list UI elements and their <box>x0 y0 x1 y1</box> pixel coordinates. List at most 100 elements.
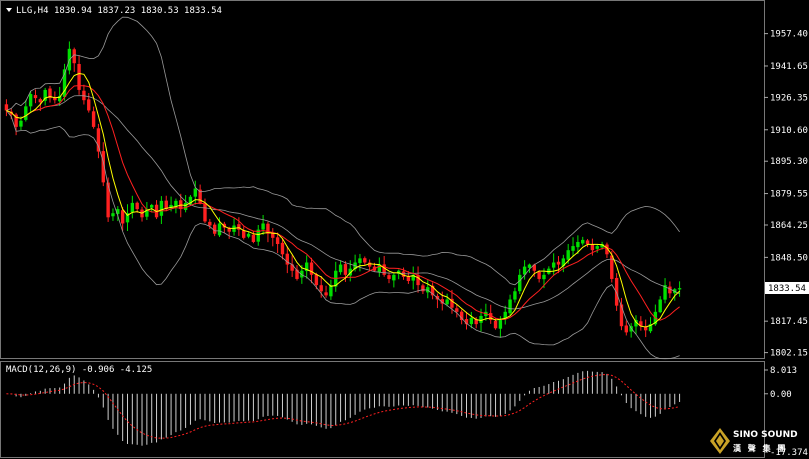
candle-body <box>217 223 222 236</box>
candle-body <box>19 120 23 127</box>
candle-body <box>271 233 275 238</box>
price-axis-label: 1817.45 <box>770 317 808 327</box>
candle-body <box>183 202 188 210</box>
macd-plot[interactable] <box>6 370 681 446</box>
candle-body <box>614 277 619 306</box>
candle-body <box>33 95 38 99</box>
macd-header: MACD(12,26,9) -0.906 -4.125 <box>6 365 152 375</box>
candle-body <box>508 299 512 314</box>
candle-body <box>208 221 212 226</box>
candle-body <box>227 227 231 232</box>
price-axis: 1957.40 1941.65 1926.35 1910.60 1895.30 1879.… <box>764 30 808 359</box>
price-panel-border <box>0 0 765 359</box>
candle-body <box>537 271 541 279</box>
candle-body <box>401 271 406 277</box>
candle-body <box>677 288 682 290</box>
candle-body <box>125 213 130 223</box>
candle-body <box>527 264 532 268</box>
candle-body <box>159 200 164 216</box>
candle-body <box>120 210 125 224</box>
candle-body <box>585 240 590 245</box>
candle-body <box>595 246 599 249</box>
price-axis-label: 1848.50 <box>770 253 808 263</box>
candle-body <box>48 88 52 99</box>
slow-moving-average <box>6 85 680 321</box>
candle-body <box>542 274 546 280</box>
candle-body <box>532 264 536 271</box>
candle-body <box>91 111 96 127</box>
price-axis-label: 1910.60 <box>770 126 808 136</box>
candle-body <box>251 234 256 242</box>
candle-body <box>566 250 570 260</box>
candle-body <box>275 237 280 245</box>
last-price-tag: 1833.54 <box>768 284 806 294</box>
candle-body <box>261 223 265 230</box>
candle-body <box>62 69 67 97</box>
candle-body <box>406 276 411 282</box>
candle-body <box>367 262 372 267</box>
candle-body <box>416 275 420 286</box>
candle-body <box>164 200 168 210</box>
candle-body <box>304 262 309 272</box>
candle-body <box>290 264 294 271</box>
candle-body <box>411 274 415 281</box>
candle-body <box>489 313 493 321</box>
candle-body <box>455 308 459 312</box>
candle-body <box>246 233 251 237</box>
candle-body <box>513 291 517 300</box>
chart-menu-triangle-icon[interactable] <box>6 8 12 12</box>
candle-body <box>648 324 653 332</box>
candle-body <box>518 274 522 292</box>
candle-body <box>493 320 498 329</box>
candle-body <box>106 182 110 218</box>
brand-subtitle: 漢 聲 集 團 <box>733 443 787 453</box>
candle-body <box>663 285 667 300</box>
bollinger-upper-band <box>6 16 680 286</box>
bollinger-lower-band <box>6 110 680 360</box>
candle-body <box>571 246 575 251</box>
candle-body <box>14 114 18 127</box>
candle-body <box>556 261 561 265</box>
candle-body <box>459 311 464 321</box>
candle-body <box>479 315 483 323</box>
candle-body <box>387 275 391 279</box>
macd-signal-line <box>6 373 680 439</box>
macd-axis: 8.013 0.00 -17.374 <box>764 366 808 458</box>
candle-body <box>450 298 454 308</box>
candle-body <box>445 299 449 305</box>
candle-body <box>338 264 343 273</box>
candle-body <box>392 274 396 281</box>
candle-body <box>624 325 629 333</box>
candle-body <box>193 188 197 197</box>
candle-body <box>212 224 217 234</box>
candle-body <box>348 268 352 276</box>
candle-body <box>101 151 105 183</box>
price-axis-label: 1802.15 <box>770 349 808 359</box>
candle-body <box>503 311 507 320</box>
candle-body <box>590 244 595 251</box>
candle-body <box>300 270 304 278</box>
candle-body <box>256 229 260 242</box>
price-plot[interactable] <box>4 16 682 360</box>
candle-body <box>363 258 367 263</box>
candle-body <box>38 99 43 103</box>
macd-axis-label: -17.374 <box>770 448 808 458</box>
candle-body <box>77 64 81 90</box>
candle-body <box>72 49 76 64</box>
price-axis-label: 1879.55 <box>770 190 808 200</box>
candle-body <box>43 89 47 101</box>
candle-body <box>396 270 401 274</box>
candle-body <box>319 285 323 292</box>
chart-symbol: LLG,H4 <box>16 6 49 16</box>
price-axis-label: 1941.65 <box>770 62 808 72</box>
candle-body <box>285 253 290 265</box>
candle-body <box>145 209 149 217</box>
candle-body <box>130 202 135 213</box>
candle-body <box>242 230 246 238</box>
candle-body <box>421 285 425 292</box>
candle-body <box>57 96 62 102</box>
candle-body <box>280 242 285 255</box>
candle-body <box>4 104 9 111</box>
candle-body <box>96 128 101 152</box>
candle-body <box>600 244 604 248</box>
